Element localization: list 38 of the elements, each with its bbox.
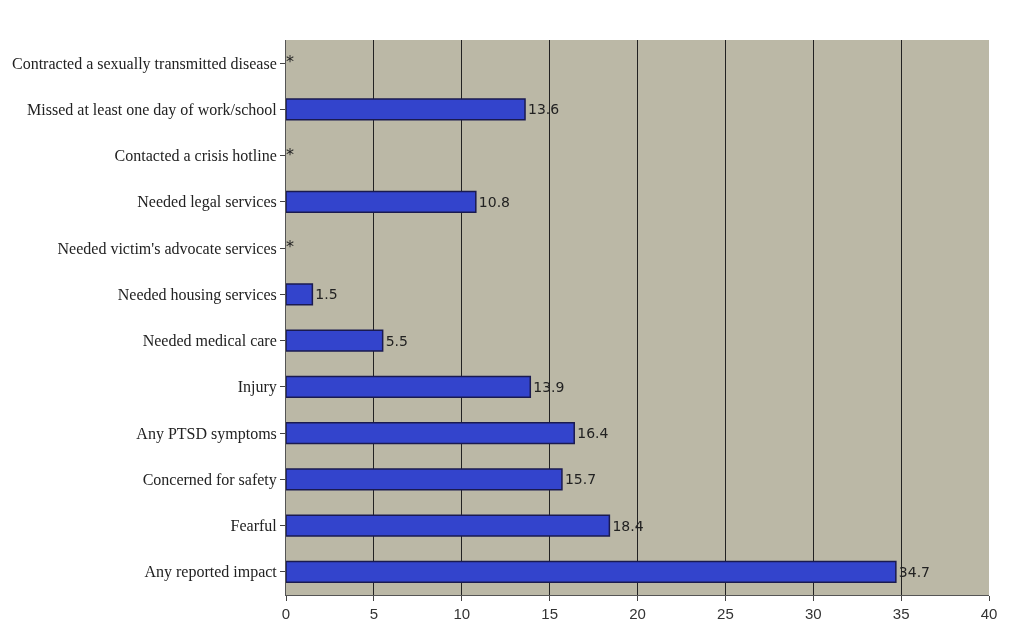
y-tick-label: Needed medical care	[142, 332, 277, 350]
text: *	[286, 237, 294, 257]
bar	[286, 283, 314, 306]
x-tick-label: 25	[717, 605, 734, 622]
bar	[286, 468, 563, 491]
text: *	[286, 52, 294, 72]
bar	[286, 421, 575, 445]
y-tick-label: Injury	[237, 378, 277, 397]
y-tick-label: Fearful	[230, 517, 278, 535]
bar	[286, 98, 526, 121]
y-tick-label: Contracted a sexually transmitted disease	[11, 54, 277, 73]
x-tick-label: 5	[369, 605, 379, 622]
x-tick-label: 15	[541, 605, 558, 622]
y-tick-label: Any reported impact	[144, 563, 278, 582]
data-label: 15.7	[564, 471, 597, 488]
data-label: 1.5	[315, 286, 338, 303]
data-label: 5.5	[385, 332, 408, 349]
x-tick-label: 40	[980, 605, 998, 622]
bar	[286, 329, 384, 352]
x-tick-label: 35	[892, 605, 910, 622]
y-tick-label: Contacted a crisis hotline	[114, 147, 277, 165]
data-label: 10.8	[478, 193, 510, 210]
text: *	[286, 144, 294, 164]
y-tick-label: Needed victim's advocate services	[57, 239, 277, 257]
bar	[286, 514, 611, 537]
x-tick-label: 0	[281, 605, 291, 622]
data-label: 16.4	[577, 425, 609, 442]
x-tick-label: 20	[629, 605, 646, 622]
y-tick-label: Concerned for safety	[142, 470, 277, 489]
y-tick-label: Any PTSD symptoms	[136, 424, 277, 443]
bar	[286, 560, 897, 584]
x-tick-label: 30	[804, 605, 822, 622]
y-tick-label: Needed legal services	[137, 193, 277, 212]
bar	[286, 190, 477, 214]
bar	[286, 375, 532, 399]
y-tick-label: Missed at least one day of work/school	[27, 100, 278, 119]
y-tick-label: Needed housing services	[117, 285, 277, 304]
x-tick-label: 10	[453, 605, 471, 622]
